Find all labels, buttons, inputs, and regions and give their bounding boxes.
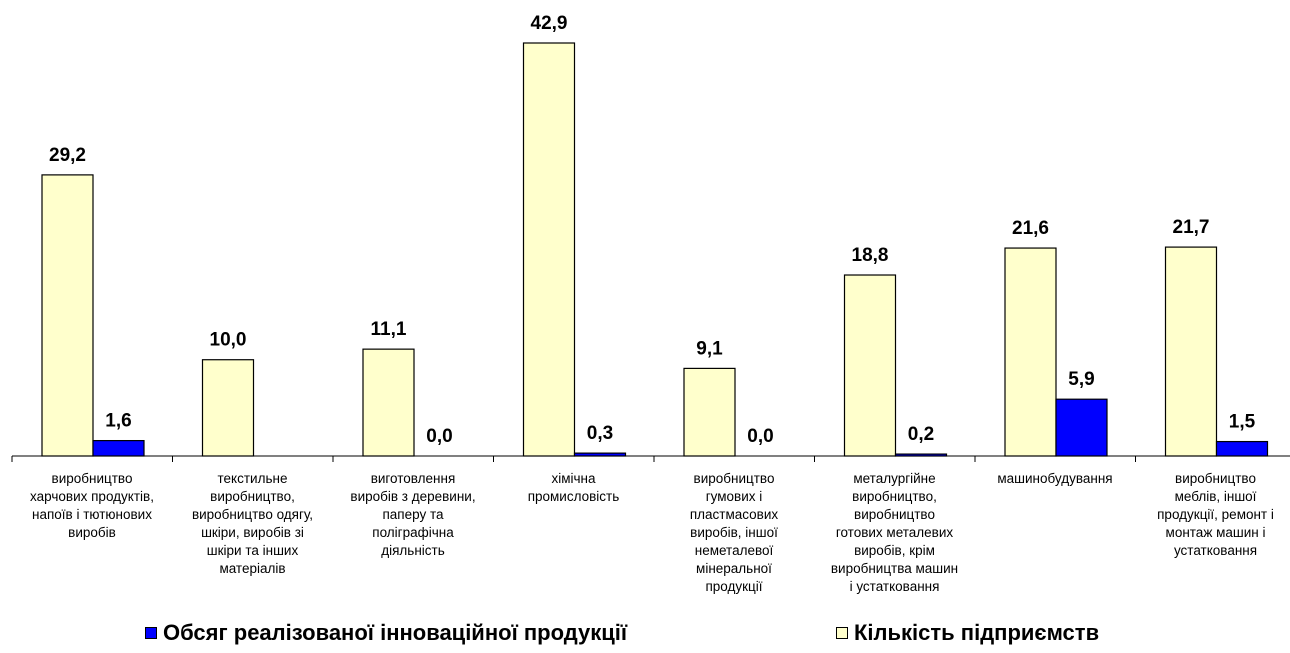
category-label-line: виробництво: [854, 507, 935, 522]
category-label-line: шкіри та інших: [206, 543, 299, 558]
category-label-line: виробів, іншої: [690, 525, 778, 540]
bar-chart: 29,2 1,6 10,0 11,1 0,0 42,9 0,3 9,1 0,0 18,8 0,2 21…: [11, 13, 1290, 462]
data-label-enterprise-count: 29,2: [49, 145, 86, 166]
category-label-line: паперу та: [382, 507, 444, 522]
category-label-line: виробів: [68, 525, 116, 540]
legend-item-enterprise-count: Кількість підприємств: [836, 620, 1099, 646]
legend-swatch-yellow: [836, 627, 848, 639]
data-label-enterprise-count: 18,8: [852, 245, 889, 266]
category-label-line: хімічна: [551, 471, 596, 486]
category-label-line: гумових і: [705, 489, 763, 504]
category-label-line: поліграфічна: [372, 525, 454, 540]
bar-enterprise-count: [1004, 247, 1057, 457]
data-label-enterprise-count: 9,1: [696, 338, 723, 359]
bar-enterprise-count: [41, 174, 94, 457]
category-label-line: виробництво одягу,: [191, 507, 314, 522]
category-label-line: продукції: [705, 579, 763, 594]
bar-enterprise-count: [843, 274, 897, 457]
category-label-line: виробів з деревини,: [350, 489, 476, 504]
category-label-line: харчових продуктів,: [30, 489, 154, 504]
bar-enterprise-count: [1164, 246, 1218, 457]
category-label: металургійне виробництво, виробництво готов…: [815, 470, 975, 596]
category-label: виготовлення виробів з деревини, паперу та…: [333, 470, 493, 560]
data-label-innovative-output: 0,0: [747, 426, 773, 447]
category-label-line: виробництво: [693, 471, 775, 486]
category-label-line: металургійне: [853, 471, 936, 486]
category-label: машинобудування: [975, 470, 1135, 488]
category-label-line: мінеральної: [696, 561, 772, 576]
category-label: виробництво гумових і пластмасових виробів,…: [654, 470, 814, 596]
bar-innovative-output: [894, 453, 948, 457]
category-label-line: діяльність: [381, 543, 445, 558]
category-label-line: продукції, ремонт і: [1157, 507, 1274, 522]
category-label-line: виробництва машин: [830, 561, 959, 576]
category-label-line: неметалевої: [694, 543, 774, 558]
category-label-line: виготовлення: [370, 471, 456, 486]
category-label-line: текстильне: [217, 471, 288, 486]
bar-enterprise-count: [683, 367, 736, 457]
category-label: текстильне виробництво, виробництво одягу,…: [173, 470, 333, 578]
category-label-line: готових металевих: [835, 525, 954, 540]
bar-enterprise-count: [201, 359, 255, 457]
category-label-line: виробів, крім: [854, 543, 935, 558]
category-label-line: виробництво: [1175, 471, 1256, 486]
category-label-line: пластмасових: [689, 507, 779, 522]
legend-label: Кількість підприємств: [854, 620, 1100, 645]
category-label: виробництво харчових продуктів, напоїв і т…: [12, 470, 172, 542]
category-label-line: і устатковання: [849, 579, 940, 594]
bar-innovative-output: [1215, 440, 1269, 457]
data-label-enterprise-count: 42,9: [531, 13, 568, 34]
bar-enterprise-count: [522, 42, 576, 457]
data-label-enterprise-count: 11,1: [371, 319, 407, 340]
data-label-enterprise-count: 21,6: [1012, 218, 1049, 239]
category-label: виробництво меблів, іншої продукції, ремон…: [1136, 470, 1290, 560]
category-label-line: монтаж машин і: [1165, 525, 1266, 540]
data-label-innovative-output: 5,9: [1068, 369, 1094, 390]
legend: Обсяг реалізованої інноваційної продукці…: [0, 620, 1290, 652]
data-label-innovative-output: 1,5: [1229, 412, 1256, 433]
category-label-line: матеріалів: [219, 561, 286, 576]
category-label-line: напоїв і тютюнових: [32, 507, 152, 522]
category-label-line: устатковання: [1173, 543, 1258, 558]
data-label-innovative-output: 0,2: [908, 424, 934, 445]
bar-innovative-output: [573, 452, 627, 457]
category-label-line: виробництво,: [210, 489, 295, 504]
legend-swatch-blue: [145, 627, 157, 639]
legend-label: Обсяг реалізованої інноваційної продукці…: [163, 620, 628, 645]
category-label-line: машинобудування: [997, 471, 1113, 486]
category-label: хімічна промисловість: [494, 470, 654, 506]
category-label-line: виробництво,: [852, 489, 937, 504]
legend-item-innovative-output: Обсяг реалізованої інноваційної продукці…: [145, 620, 627, 646]
data-label-innovative-output: 0,3: [587, 423, 613, 444]
data-label-innovative-output: 1,6: [105, 411, 131, 432]
category-label-line: виробництво: [51, 471, 133, 486]
bar-innovative-output: [1055, 398, 1108, 457]
data-label-enterprise-count: 21,7: [1173, 217, 1210, 238]
category-label-line: шкіри, виробів зі: [201, 525, 304, 540]
bar-innovative-output: [92, 439, 145, 457]
bar-enterprise-count: [362, 348, 415, 457]
category-label-line: промисловість: [527, 489, 620, 504]
data-label-enterprise-count: 10,0: [210, 330, 247, 351]
category-label-line: меблів, іншої: [1174, 489, 1257, 504]
data-label-innovative-output: 0,0: [426, 426, 452, 447]
